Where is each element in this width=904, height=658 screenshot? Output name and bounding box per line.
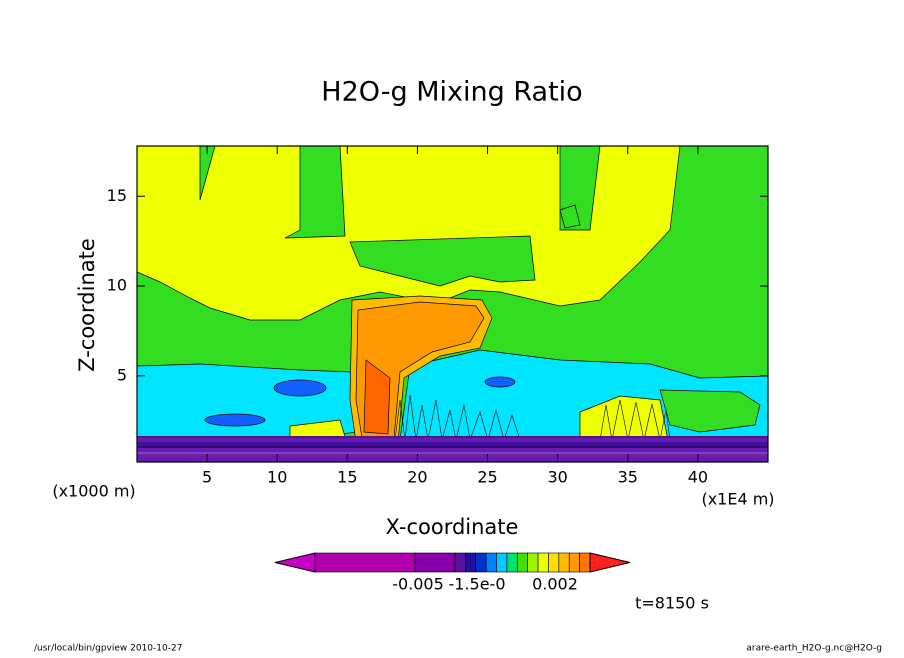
x-tick-label: 40: [688, 468, 708, 487]
x-tick-label: 5: [202, 468, 212, 487]
colorbar-segment: [485, 552, 497, 573]
x-tick-label: 10: [267, 468, 287, 487]
colorbar-segment: [454, 552, 466, 573]
region-green: [659, 389, 761, 433]
colorbar-label: 0.002: [532, 575, 578, 594]
colorbar-segment: [414, 552, 456, 573]
x-axis-label: X-coordinate: [386, 515, 519, 539]
contour-field: [136, 145, 769, 462]
colorbar-arrow: [274, 552, 316, 573]
x-tick-label: 25: [477, 468, 497, 487]
x-tick-label: 30: [547, 468, 567, 487]
y-tick-label: 5: [117, 365, 127, 384]
x-tick-label: 15: [337, 468, 357, 487]
colorbar-segment: [506, 552, 518, 573]
colorbar-segment: [527, 552, 539, 573]
x-unit-label: (x1E4 m): [701, 490, 774, 509]
region-green: [349, 235, 536, 287]
region-blue: [204, 413, 266, 427]
time-label: t=8150 s: [635, 594, 709, 613]
region-green: [559, 204, 581, 229]
region-yellow: [136, 145, 681, 321]
contour-line: [137, 436, 768, 456]
colorbar-label: -1.5e-0: [448, 575, 505, 594]
colorbar-segment: [517, 552, 528, 573]
colorbar-arrow: [589, 552, 631, 573]
colorbar-segment: [558, 552, 570, 573]
colorbar-segment: [568, 552, 580, 573]
noise-contours: [394, 394, 671, 442]
colorbar-segment: [537, 552, 549, 573]
colorbar-segment: [465, 552, 477, 573]
footer-left: /usr/local/bin/gpview 2010-10-27: [34, 644, 182, 654]
x-unit-label: (x1000 m): [52, 482, 135, 501]
colorbar-segment: [475, 552, 487, 573]
plot-frame: [136, 145, 769, 463]
region-red-orange: [363, 359, 391, 435]
region-purple: [137, 436, 768, 462]
colorbar-segment: [579, 552, 591, 573]
x-tick-label: 20: [407, 468, 427, 487]
region-blue: [273, 379, 327, 397]
colorbar-segment: [496, 552, 508, 573]
x-tick-label: 35: [618, 468, 638, 487]
footer-right: arare-earth_H2O-g.nc@H2O-g: [746, 644, 882, 654]
y-tick-label: 15: [107, 186, 127, 205]
colorbar-label: -0.005: [392, 575, 444, 594]
region-purple: [137, 442, 768, 448]
y-tick-label: 10: [107, 276, 127, 295]
colorbar-segment: [314, 552, 416, 573]
colorbar-segment: [548, 552, 560, 573]
chart-title: H2O-g Mixing Ratio: [321, 77, 582, 108]
region-blue: [484, 376, 516, 388]
y-axis-label: Z-coordinate: [75, 238, 99, 372]
region-purple: [137, 452, 768, 456]
